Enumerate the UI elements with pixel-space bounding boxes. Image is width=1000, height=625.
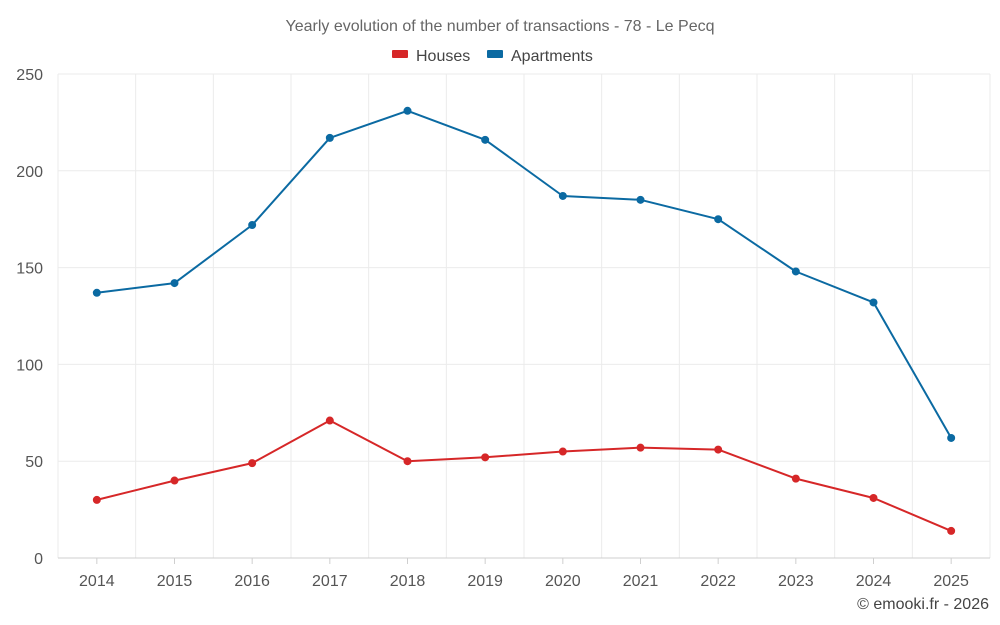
gridlines <box>57 73 991 558</box>
x-tick-label: 2024 <box>856 573 892 590</box>
data-point-houses <box>636 443 645 452</box>
data-point-apartments <box>248 221 257 230</box>
series-line-houses <box>96 419 952 532</box>
x-tick-label: 2021 <box>623 573 659 590</box>
data-point-apartments <box>947 433 956 442</box>
x-tick-label: 2025 <box>933 573 969 590</box>
data-point-apartments <box>558 191 567 200</box>
data-point-houses <box>869 493 878 502</box>
data-point-apartments <box>170 279 179 288</box>
legend-swatch-houses <box>392 50 408 58</box>
y-tick-label: 0 <box>34 551 43 568</box>
x-tick-label: 2015 <box>157 573 193 590</box>
data-point-houses <box>791 474 800 483</box>
data-point-apartments <box>714 215 723 224</box>
legend-label-houses: Houses <box>416 48 470 65</box>
y-tick-label: 250 <box>16 67 43 84</box>
x-tick-label: 2016 <box>234 573 270 590</box>
data-point-houses <box>248 459 257 468</box>
x-axis: 2014 2015 2016 2017 2018 2019 2020 2021 2022 2023… <box>58 557 990 590</box>
y-tick-label: 100 <box>16 357 43 374</box>
data-point-houses <box>403 457 412 466</box>
x-tick-label: 2022 <box>700 573 736 590</box>
series-group <box>92 106 956 535</box>
series-line-apartments <box>96 109 953 439</box>
data-point-houses <box>714 445 723 454</box>
legend-label-apartments: Apartments <box>511 48 593 65</box>
legend-swatch-apartments <box>487 50 503 58</box>
data-point-apartments <box>481 135 490 144</box>
x-tick-label: 2019 <box>467 573 503 590</box>
credit-text: © emooki.fr - 2026 <box>857 596 989 613</box>
x-tick-label: 2014 <box>79 573 115 590</box>
data-point-apartments <box>403 106 412 115</box>
y-tick-label: 50 <box>25 454 43 471</box>
chart-title: Yearly evolution of the number of transa… <box>286 18 715 35</box>
x-tick-label: 2023 <box>778 573 814 590</box>
data-point-houses <box>558 447 567 456</box>
data-point-apartments <box>791 267 800 276</box>
data-point-apartments <box>869 298 878 307</box>
data-point-houses <box>481 453 490 462</box>
data-point-apartments <box>92 288 101 297</box>
y-axis: 0 50 100 150 200 250 <box>16 67 43 568</box>
data-point-houses <box>947 526 956 535</box>
data-point-houses <box>325 416 334 425</box>
data-point-apartments <box>325 133 334 142</box>
y-tick-label: 200 <box>16 164 43 181</box>
x-tick-label: 2018 <box>390 573 426 590</box>
data-point-apartments <box>636 195 645 204</box>
data-point-houses <box>170 476 179 485</box>
x-tick-label: 2020 <box>545 573 581 590</box>
y-tick-label: 150 <box>16 261 43 278</box>
data-point-houses <box>92 495 101 504</box>
legend: Houses Apartments <box>392 48 593 65</box>
x-tick-label: 2017 <box>312 573 348 590</box>
